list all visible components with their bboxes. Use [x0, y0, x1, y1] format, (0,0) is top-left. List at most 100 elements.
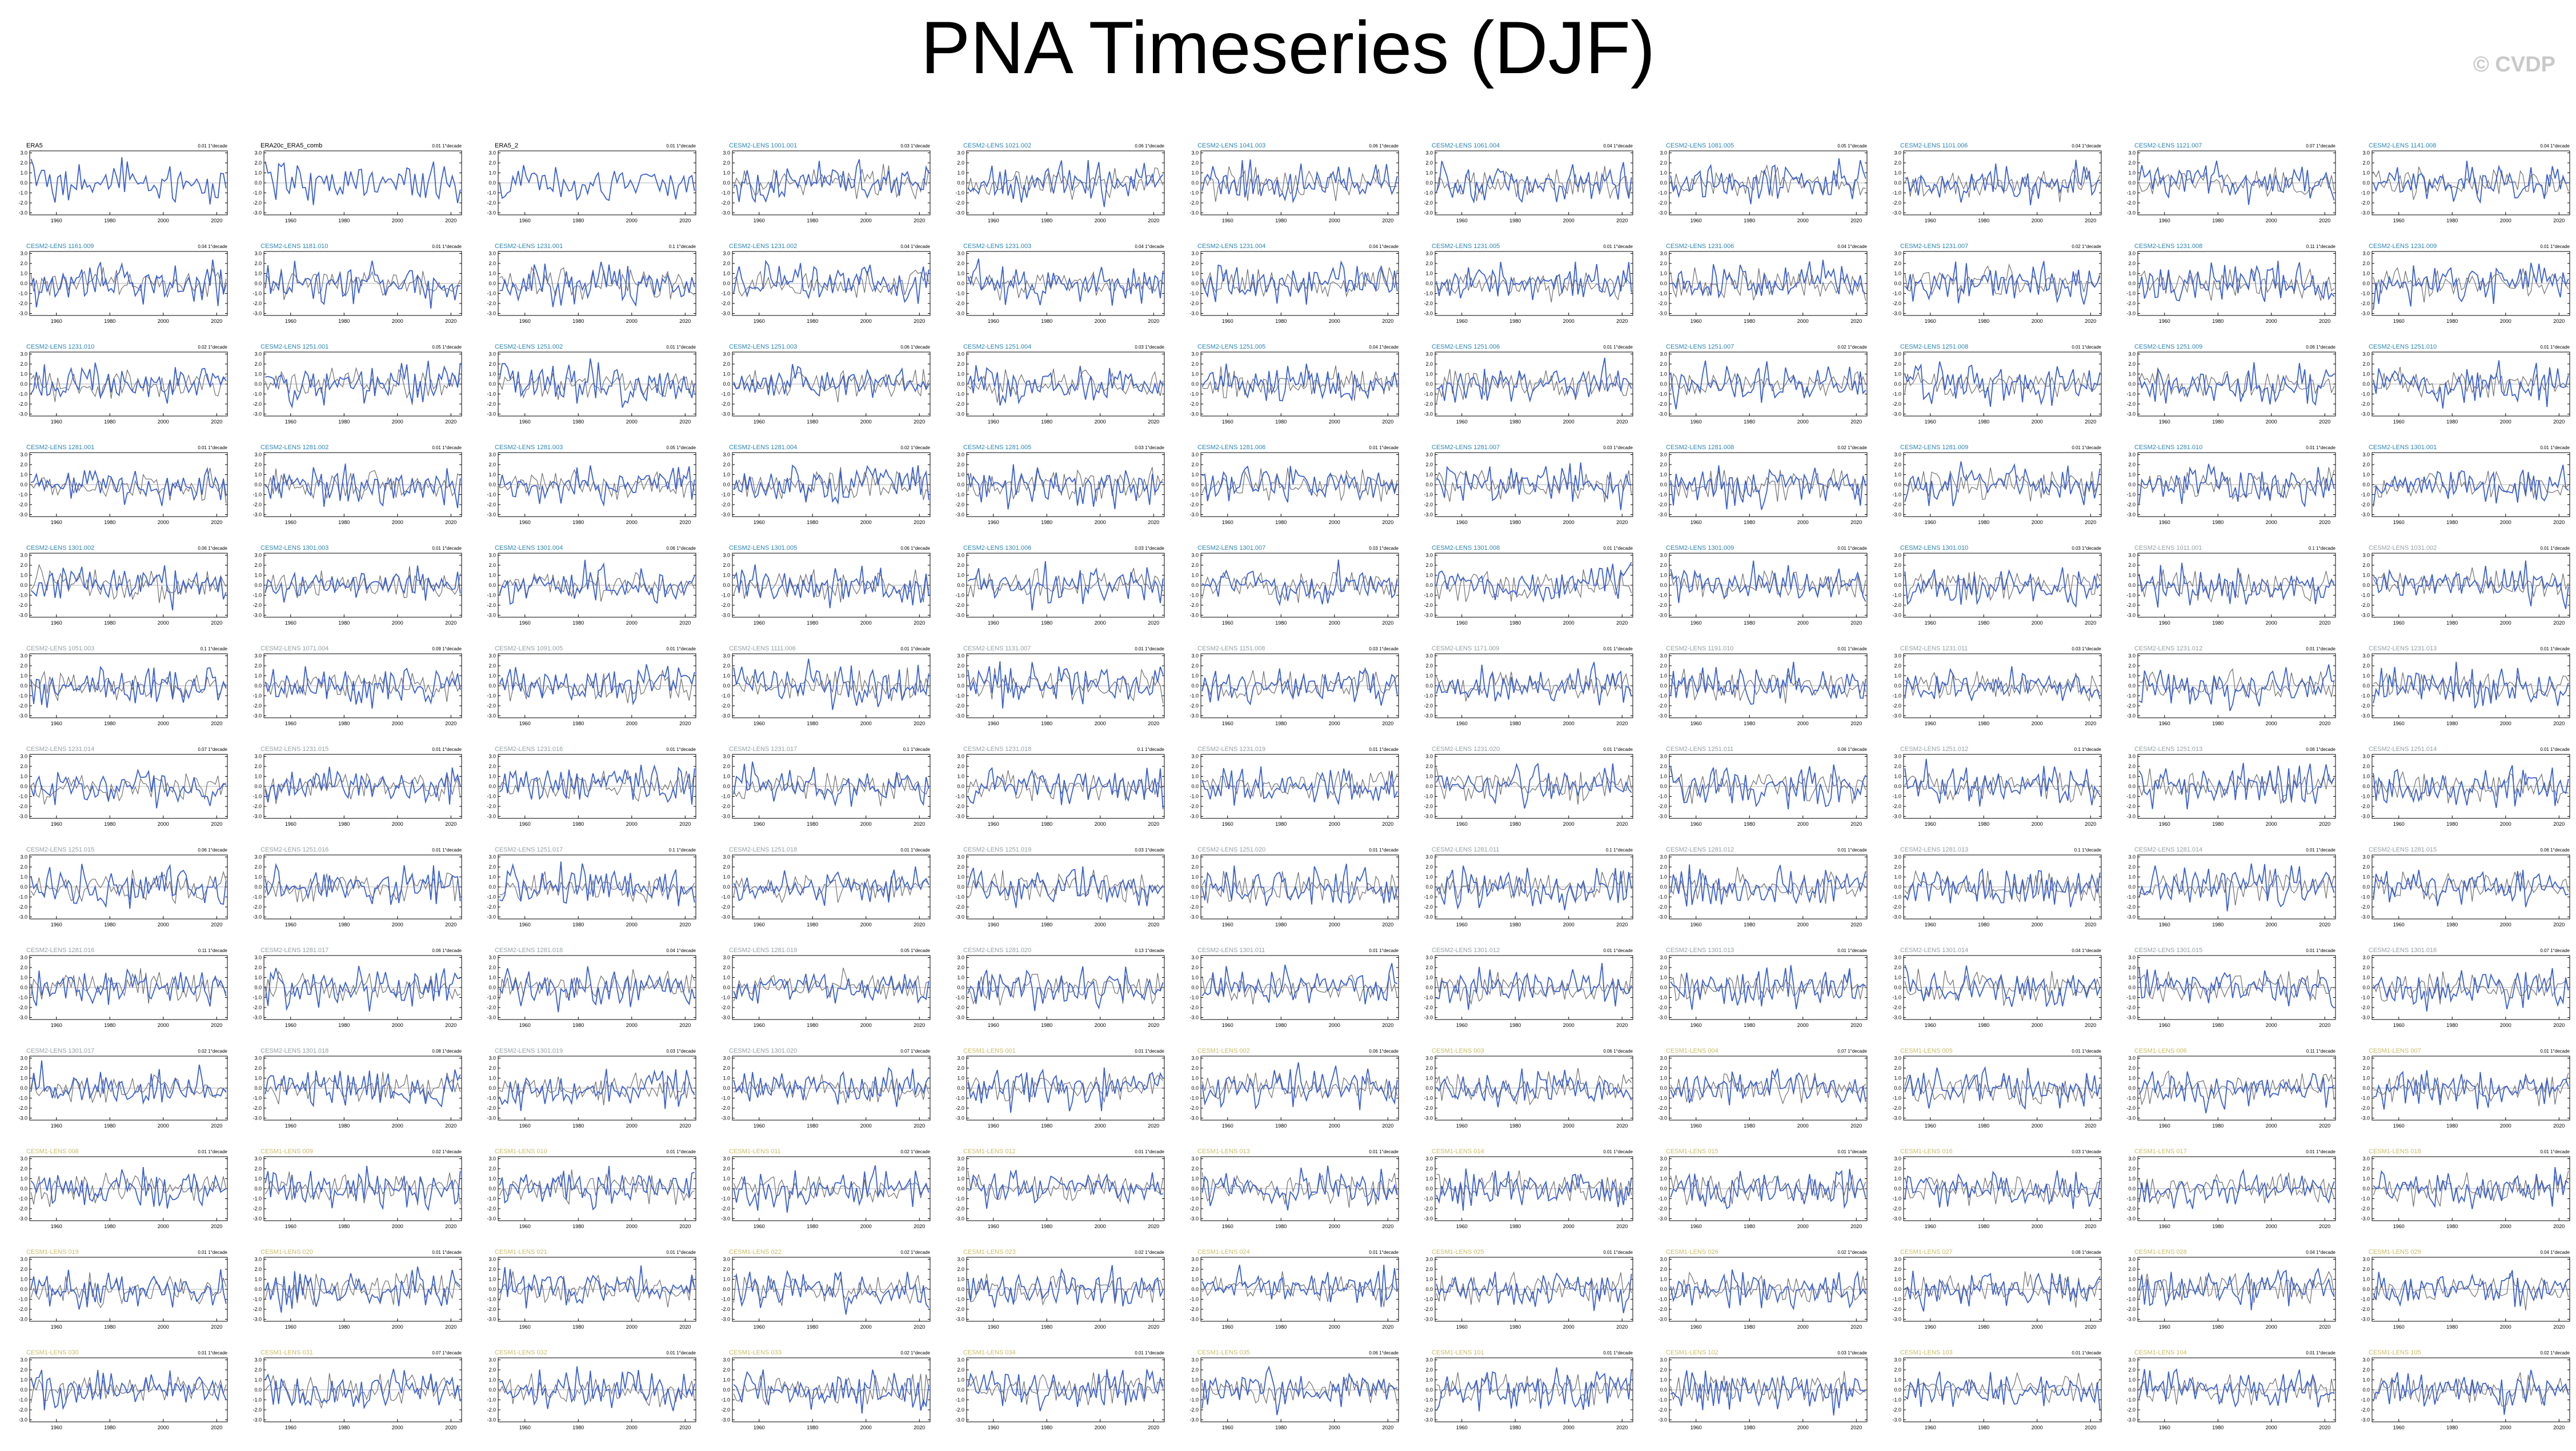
- y-tick-label: -3.0: [253, 1015, 262, 1021]
- x-tick-label: 2020: [914, 922, 925, 928]
- y-tick-label: 0.0: [2362, 1286, 2370, 1292]
- y-tick-label: 0.0: [723, 683, 730, 689]
- y-tick-label: -2.0: [2126, 301, 2136, 306]
- y-tick-label: -2.0: [18, 301, 27, 306]
- x-tick-label: 2020: [1382, 1324, 1393, 1330]
- x-tick-label: 2000: [158, 821, 169, 827]
- y-tick-label: -2.0: [1189, 1105, 1199, 1111]
- x-tick-label: 2020: [1616, 1022, 1628, 1028]
- y-tick-label: 2.0: [2128, 663, 2136, 669]
- x-tick-label: 1960: [2393, 821, 2405, 827]
- y-tick-label: -1.0: [1892, 1196, 1901, 1202]
- series-model: [1670, 360, 1866, 410]
- panel: CESM1-LENS 017 0.01 1°decade-3.0-2.0-1.00…: [2126, 1148, 2335, 1229]
- panel-trend: 0.1 1°decade: [201, 646, 228, 651]
- y-tick-label: 2.0: [2362, 764, 2370, 769]
- x-tick-label: 1980: [2212, 721, 2224, 726]
- y-tick-label: 0.0: [1894, 985, 1901, 990]
- series-observed: [967, 271, 1164, 301]
- x-tick-label: 2020: [1382, 318, 1393, 324]
- x-tick-label: 1980: [572, 922, 584, 928]
- x-tick-label: 1960: [51, 318, 62, 324]
- panel-trend: 0.04 1°decade: [900, 244, 930, 249]
- y-tick-label: 2.0: [2128, 965, 2136, 970]
- y-tick-label: 0.0: [1425, 1387, 1433, 1393]
- panel: CESM2-LENS 1281.013 0.1 1°decade-3.0-2.0-…: [1892, 846, 2101, 928]
- x-tick-label: 2020: [914, 419, 925, 425]
- y-tick-label: -1.0: [2361, 1096, 2370, 1101]
- panel: CESM2-LENS 1251.017 0.1 1°decade-3.0-2.0-…: [487, 846, 696, 928]
- x-tick-label: 1960: [1456, 1224, 1468, 1229]
- y-tick-label: 2.0: [723, 1367, 730, 1373]
- x-tick-label: 1980: [338, 721, 350, 726]
- series-model: [967, 1369, 1164, 1412]
- x-tick-label: 2000: [1329, 1123, 1340, 1129]
- x-tick-label: 2000: [1095, 1425, 1106, 1430]
- y-tick-label: -2.0: [487, 1105, 496, 1111]
- x-tick-label: 1980: [1275, 419, 1287, 425]
- x-tick-label: 2000: [2032, 519, 2043, 525]
- y-tick-label: 0.0: [723, 784, 730, 789]
- x-tick-label: 2000: [1797, 1022, 1809, 1028]
- y-tick-label: 1.0: [1191, 874, 1199, 880]
- y-tick-label: 3.0: [20, 351, 27, 357]
- panel-trend: 0.01 1°decade: [1135, 646, 1164, 651]
- x-tick-label: 2020: [1850, 519, 1862, 525]
- y-tick-label: 1.0: [488, 472, 496, 478]
- panel-trend: 0.11 1°decade: [2306, 244, 2336, 249]
- series-model: [1201, 864, 1398, 906]
- panel-label: CESM2-LENS 1301.006: [963, 545, 1031, 551]
- y-tick-label: 1.0: [488, 1277, 496, 1282]
- y-tick-label: -1.0: [487, 794, 496, 800]
- y-tick-label: 2.0: [1191, 864, 1199, 870]
- y-tick-label: 1.0: [1191, 472, 1199, 478]
- x-tick-label: 2000: [1563, 922, 1575, 928]
- panel-label: CESM2-LENS 1141.008: [2369, 142, 2436, 149]
- y-tick-label: -1.0: [1424, 190, 1433, 196]
- y-tick-label: 3.0: [957, 1257, 964, 1262]
- x-tick-label: 1980: [1041, 318, 1052, 324]
- y-tick-label: 0.0: [723, 884, 730, 890]
- y-tick-label: -1.0: [253, 291, 262, 297]
- panel-trend: 0.01 1°decade: [1135, 1149, 1164, 1154]
- panel: CESM2-LENS 1281.011 0.1 1°decade-3.0-2.0-…: [1424, 846, 1633, 928]
- panel: CESM2-LENS 1171.009 0.01 1°decade-3.0-2.0…: [1424, 645, 1633, 726]
- y-tick-label: 2.0: [957, 1166, 964, 1172]
- y-tick-label: -1.0: [1424, 492, 1433, 498]
- panel-trend: 0.08 1°decade: [2072, 1250, 2101, 1255]
- y-tick-label: 3.0: [2128, 553, 2136, 558]
- y-tick-label: -3.0: [1424, 210, 1433, 216]
- y-tick-label: 0.0: [2362, 381, 2370, 387]
- x-tick-label: 1960: [285, 1324, 297, 1330]
- y-tick-label: -3.0: [18, 713, 27, 719]
- panel: CESM1-LENS 004 0.07 1°decade-3.0-2.0-1.00…: [1658, 1048, 1867, 1129]
- y-tick-label: -1.0: [721, 291, 730, 297]
- y-tick-label: -2.0: [253, 1206, 262, 1212]
- x-tick-label: 2020: [2319, 218, 2330, 223]
- x-tick-label: 2020: [2319, 821, 2330, 827]
- x-tick-label: 2000: [626, 1425, 638, 1430]
- y-tick-label: -3.0: [1189, 1216, 1199, 1222]
- y-tick-label: 1.0: [2128, 271, 2136, 277]
- panel-trend: 0.06 1°decade: [432, 948, 462, 953]
- panel: CESM2-LENS 1281.005 0.03 1°decade-3.0-2.0…: [955, 444, 1164, 525]
- panel: CESM2-LENS 1231.011 0.03 1°decade-3.0-2.0…: [1892, 645, 2101, 726]
- series-observed: [265, 269, 461, 300]
- panel-trend: 0.01 1°decade: [1369, 1149, 1399, 1154]
- panel-trend: 0.07 1°decade: [2306, 143, 2335, 149]
- y-tick-label: 2.0: [254, 1266, 262, 1272]
- y-tick-label: 1.0: [2128, 472, 2136, 478]
- y-tick-label: 0.0: [488, 683, 496, 689]
- y-tick-label: 0.0: [957, 180, 964, 186]
- panel-label: CESM2-LENS 1251.012: [1900, 746, 1968, 753]
- y-tick-label: 0.0: [2362, 281, 2370, 286]
- x-tick-label: 2000: [860, 922, 872, 928]
- x-tick-label: 1980: [1275, 1224, 1287, 1229]
- x-tick-label: 1980: [104, 519, 115, 525]
- series-model: [733, 1066, 930, 1108]
- y-tick-label: -1.0: [721, 492, 730, 498]
- y-tick-label: 3.0: [254, 150, 262, 156]
- panel: CESM2-LENS 1301.004 0.06 1°decade-3.0-2.0…: [487, 545, 696, 626]
- panel-label: CESM2-LENS 1251.016: [261, 846, 328, 853]
- panel: CESM2-LENS 1281.003 0.05 1°decade-3.0-2.0…: [487, 444, 696, 525]
